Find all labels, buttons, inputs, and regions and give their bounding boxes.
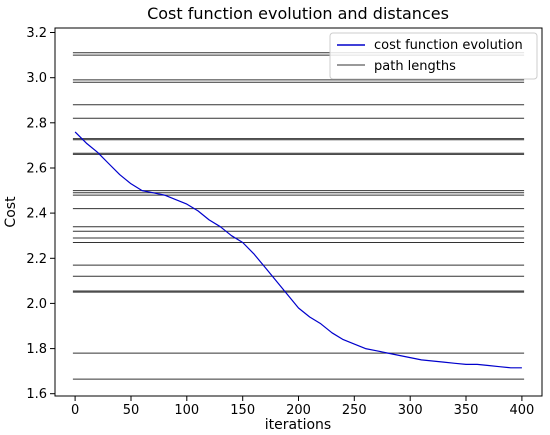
y-tick-label: 3.0	[26, 71, 47, 86]
x-tick-label: 0	[71, 403, 79, 418]
x-tick-label: 400	[509, 403, 534, 418]
y-axis-title: Cost	[3, 196, 19, 228]
y-tick-label: 1.6	[26, 387, 47, 402]
y-tick-label: 2.0	[26, 297, 47, 312]
y-tick-label: 1.8	[26, 342, 47, 357]
y-tick-label: 2.8	[26, 116, 47, 131]
x-tick-label: 50	[123, 403, 140, 418]
y-tick-label: 2.4	[26, 207, 47, 222]
x-axis-title: iterations	[265, 417, 331, 433]
legend-label-paths: path lengths	[374, 59, 456, 74]
plot-area	[72, 52, 525, 380]
plot-frame	[54, 27, 543, 397]
chart-title: Cost function evolution and distances	[147, 4, 449, 23]
legend: cost function evolution path lengths	[329, 32, 538, 80]
legend-label-cost: cost function evolution	[374, 38, 523, 53]
axis-ticks: 0 50 100 150 200 250 300 350 400 1.6 1.8 2.0 2.2 2.4 2…	[26, 26, 534, 418]
x-tick-label: 200	[286, 403, 311, 418]
legend-box	[329, 32, 538, 80]
x-tick-label: 250	[342, 403, 367, 418]
x-tick-label: 300	[398, 403, 423, 418]
x-tick-label: 150	[230, 403, 255, 418]
y-tick-label: 2.6	[26, 162, 47, 177]
y-tick-label: 3.2	[26, 26, 47, 41]
cost-function-line	[74, 131, 522, 369]
x-tick-label: 100	[174, 403, 199, 418]
x-tick-label: 350	[454, 403, 479, 418]
y-tick-label: 2.2	[26, 252, 47, 267]
